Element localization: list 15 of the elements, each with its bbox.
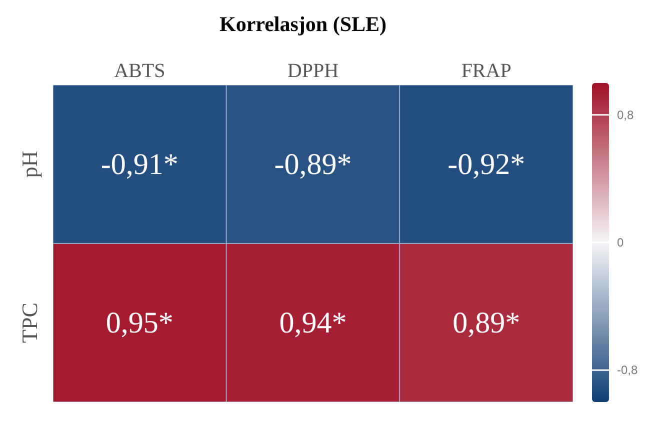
data-label: -0,91* [100,148,178,181]
data-label: -0,92* [448,148,526,181]
x-tick-label: DPPH [287,60,339,82]
x-tick-label: ABTS [114,60,166,82]
x-tick-label: FRAP [461,60,512,82]
chart-title: Korrelasjon (SLE) [218,12,388,37]
color-bar-label: 0,8 [617,108,634,122]
color-bar-label: 0 [617,236,624,250]
y-tick-label: TPC [17,302,42,343]
color-bar-label: -0,8 [617,363,638,378]
data-label: 0,94* [279,306,347,340]
data-label: 0,95* [106,306,174,340]
y-tick-label: pH [17,150,42,178]
data-label: -0,89* [274,148,352,181]
data-label: 0,89* [452,306,520,340]
